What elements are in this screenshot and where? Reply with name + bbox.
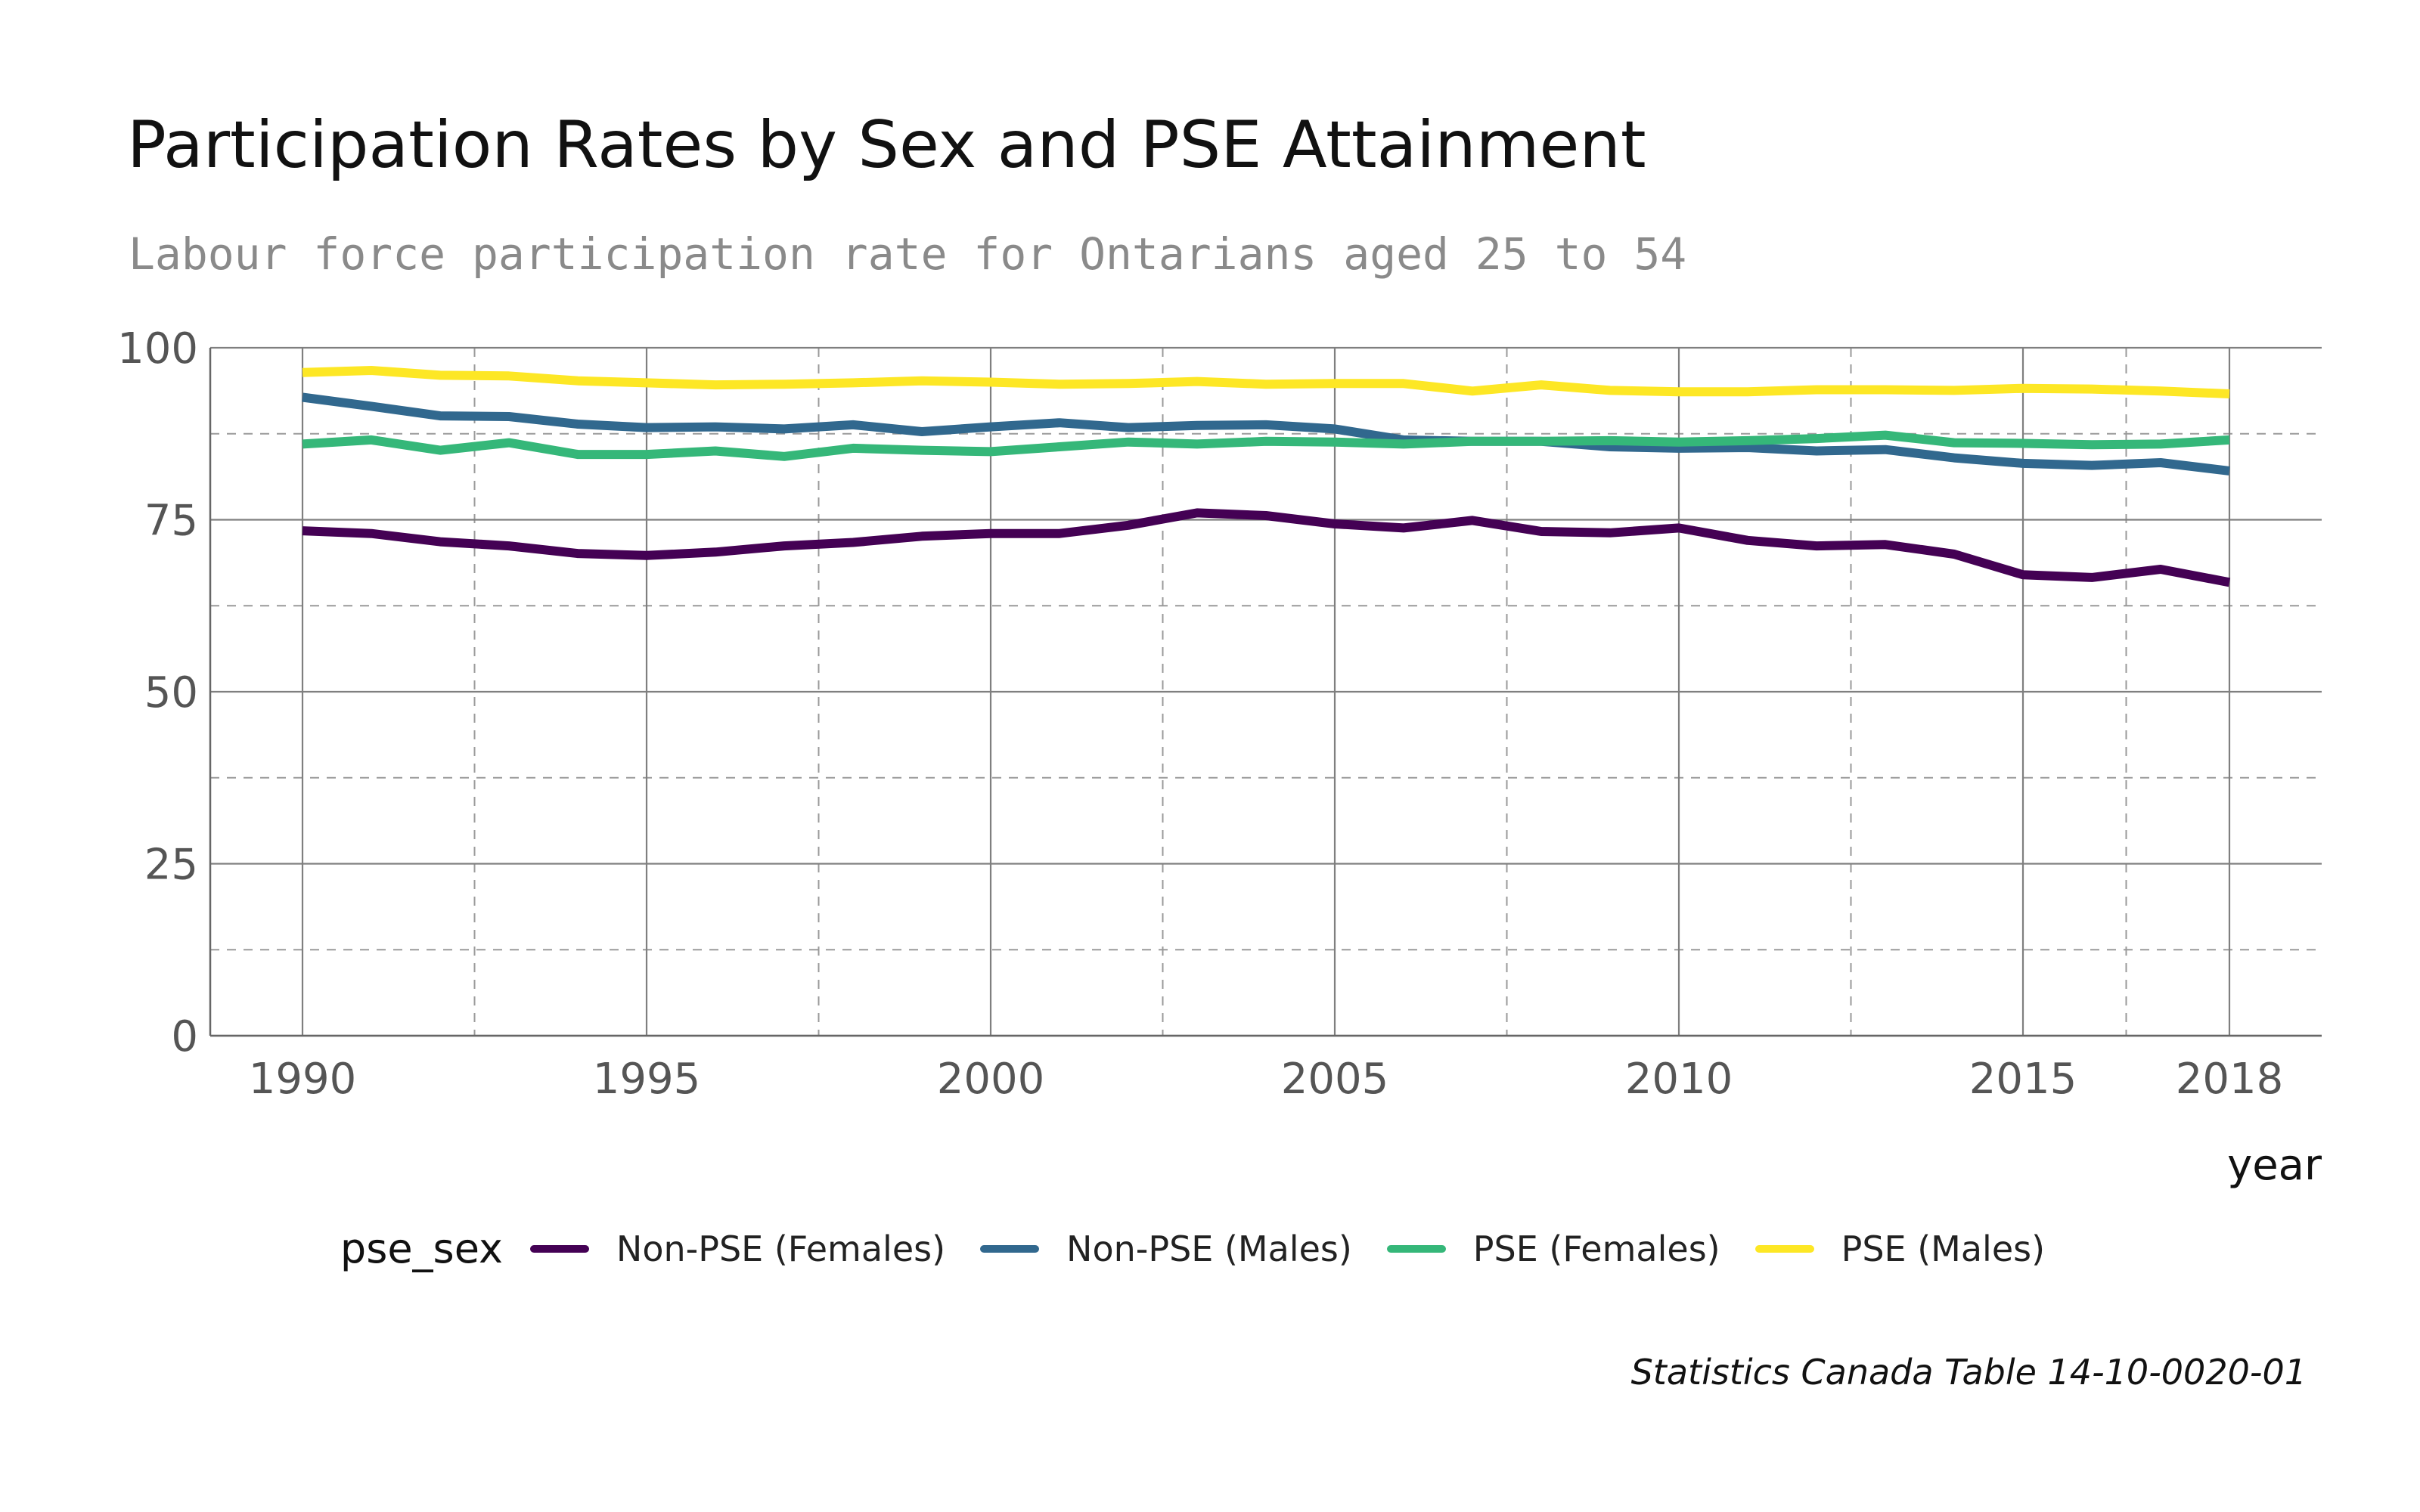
- legend-swatch-pse-females: [1386, 1244, 1446, 1253]
- legend-label-pse-males: PSE (Males): [1841, 1228, 2046, 1269]
- legend-item-non-pse-females: Non-PSE (Females): [529, 1228, 946, 1269]
- grid-layer: [210, 346, 2322, 1037]
- legend-swatch-non-pse-females: [529, 1244, 589, 1253]
- series-layer: [302, 366, 2231, 587]
- chart-subtitle: Labour force participation rate for Onta…: [129, 228, 1687, 280]
- source-caption: Statistics Canada Table 14-10-0020-01: [1630, 1352, 2307, 1393]
- x-tick-label: 2000: [937, 1055, 1045, 1104]
- legend: pse_sex Non-PSE (Females) Non-PSE (Males…: [0, 1225, 2420, 1272]
- x-tick-label: 2010: [1625, 1055, 1733, 1104]
- legend-label-non-pse-females: Non-PSE (Females): [616, 1228, 946, 1269]
- tick-labels: 0 25 50 75 100 1990 1995 2000 2005 2010 2015 2018 ye…: [117, 324, 2322, 1190]
- y-tick-label: 25: [144, 841, 198, 890]
- x-tick-label: 1995: [593, 1055, 701, 1104]
- series-line-pse-females: [302, 430, 2230, 461]
- series-line-non-pse-females: [302, 508, 2231, 587]
- legend-title: pse_sex: [340, 1225, 503, 1272]
- series-line-pse-males: [302, 366, 2230, 398]
- axis-layer: [209, 348, 2322, 1037]
- x-tick-label: 2018: [2176, 1055, 2284, 1104]
- legend-item-pse-males: PSE (Males): [1754, 1228, 2046, 1269]
- y-tick-label: 100: [117, 324, 198, 373]
- x-axis-title: year: [2227, 1141, 2322, 1190]
- legend-label-non-pse-males: Non-PSE (Males): [1066, 1228, 1352, 1269]
- legend-label-pse-females: PSE (Females): [1472, 1228, 1720, 1269]
- x-tick-label: 2015: [1969, 1055, 2077, 1104]
- series-line-non-pse-males: [302, 392, 2230, 476]
- x-tick-label: 1990: [249, 1055, 357, 1104]
- legend-swatch-pse-males: [1754, 1244, 1814, 1253]
- legend-item-non-pse-males: Non-PSE (Males): [980, 1228, 1352, 1269]
- y-tick-label: 50: [144, 668, 198, 717]
- chart-title: Participation Rates by Sex and PSE Attai…: [127, 107, 1646, 183]
- x-tick-label: 2005: [1281, 1055, 1389, 1104]
- legend-swatch-non-pse-males: [980, 1244, 1040, 1253]
- y-tick-label: 75: [144, 497, 198, 546]
- legend-item-pse-females: PSE (Females): [1386, 1228, 1720, 1269]
- y-tick-label: 0: [171, 1012, 198, 1061]
